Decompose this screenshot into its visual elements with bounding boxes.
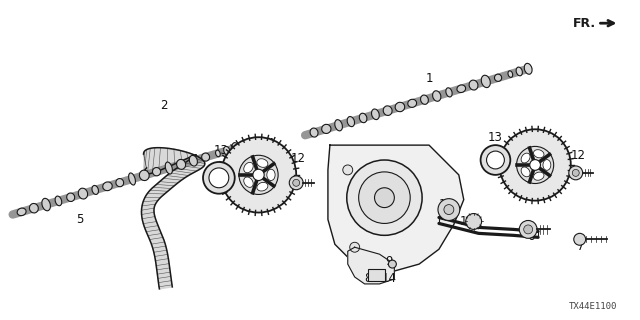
Circle shape [221, 137, 296, 212]
Ellipse shape [103, 182, 112, 191]
Text: 8: 8 [364, 272, 371, 285]
Text: TX44E1100: TX44E1100 [569, 302, 618, 311]
Ellipse shape [446, 88, 452, 97]
Ellipse shape [55, 196, 61, 206]
Ellipse shape [359, 113, 367, 123]
Ellipse shape [347, 116, 355, 127]
Text: 7: 7 [577, 240, 584, 253]
Text: 12: 12 [291, 151, 306, 164]
Ellipse shape [129, 173, 136, 185]
Circle shape [574, 233, 586, 245]
Ellipse shape [224, 147, 230, 155]
Ellipse shape [516, 67, 522, 76]
Text: 3: 3 [540, 137, 547, 150]
Text: 13: 13 [213, 144, 228, 156]
Circle shape [569, 166, 582, 180]
Circle shape [347, 160, 422, 235]
Ellipse shape [457, 85, 465, 92]
Circle shape [388, 260, 396, 268]
Ellipse shape [216, 150, 220, 157]
Text: 14: 14 [382, 272, 397, 285]
Text: FR.: FR. [572, 17, 596, 30]
Ellipse shape [508, 71, 513, 77]
Circle shape [481, 145, 510, 175]
Text: 5: 5 [76, 213, 84, 226]
Circle shape [438, 199, 460, 220]
Circle shape [374, 188, 394, 208]
Circle shape [292, 179, 300, 186]
Ellipse shape [244, 162, 253, 173]
Ellipse shape [534, 172, 544, 180]
Circle shape [349, 242, 360, 252]
Ellipse shape [322, 124, 331, 133]
Text: 11: 11 [460, 215, 474, 228]
Circle shape [572, 169, 579, 176]
Ellipse shape [42, 198, 51, 211]
Circle shape [444, 204, 454, 214]
Ellipse shape [433, 91, 441, 101]
Circle shape [203, 162, 235, 194]
Circle shape [358, 172, 410, 223]
Polygon shape [141, 148, 205, 289]
Ellipse shape [534, 150, 544, 158]
Ellipse shape [310, 128, 318, 137]
Ellipse shape [469, 80, 478, 90]
Ellipse shape [257, 159, 268, 167]
Ellipse shape [383, 106, 392, 116]
Ellipse shape [244, 177, 253, 187]
Text: 10: 10 [438, 198, 453, 211]
Ellipse shape [189, 156, 197, 166]
Ellipse shape [420, 95, 428, 104]
Circle shape [530, 160, 540, 170]
Ellipse shape [543, 160, 551, 170]
Text: 2: 2 [161, 99, 168, 112]
Circle shape [486, 151, 504, 169]
Ellipse shape [232, 143, 239, 154]
Text: 9: 9 [386, 255, 393, 268]
Circle shape [343, 165, 353, 175]
Circle shape [524, 225, 532, 234]
Ellipse shape [521, 153, 530, 163]
Ellipse shape [202, 153, 209, 161]
Polygon shape [348, 247, 394, 284]
Ellipse shape [29, 204, 38, 213]
Circle shape [499, 129, 571, 201]
Ellipse shape [165, 162, 172, 174]
Ellipse shape [92, 186, 99, 195]
Circle shape [209, 168, 228, 188]
Circle shape [516, 146, 554, 183]
Ellipse shape [78, 188, 88, 199]
Ellipse shape [371, 109, 380, 120]
Ellipse shape [524, 63, 532, 74]
Text: 4: 4 [267, 137, 274, 150]
Ellipse shape [335, 120, 342, 131]
Circle shape [239, 155, 278, 195]
Ellipse shape [408, 99, 417, 108]
Ellipse shape [177, 159, 186, 169]
Ellipse shape [481, 75, 490, 88]
Ellipse shape [67, 193, 75, 202]
Ellipse shape [152, 168, 161, 176]
Text: 13: 13 [488, 131, 503, 144]
Circle shape [466, 213, 481, 229]
Circle shape [253, 169, 264, 180]
Polygon shape [328, 145, 464, 271]
Ellipse shape [140, 170, 149, 180]
Circle shape [519, 220, 537, 238]
Ellipse shape [521, 167, 530, 177]
Ellipse shape [395, 102, 404, 112]
Bar [367, 269, 385, 281]
Ellipse shape [495, 74, 502, 81]
Text: 12: 12 [570, 148, 585, 162]
Text: 6: 6 [527, 230, 535, 243]
Ellipse shape [17, 208, 26, 216]
Ellipse shape [257, 182, 268, 191]
Circle shape [289, 176, 303, 190]
Text: 1: 1 [426, 72, 433, 85]
Ellipse shape [116, 179, 124, 187]
Ellipse shape [267, 169, 275, 180]
